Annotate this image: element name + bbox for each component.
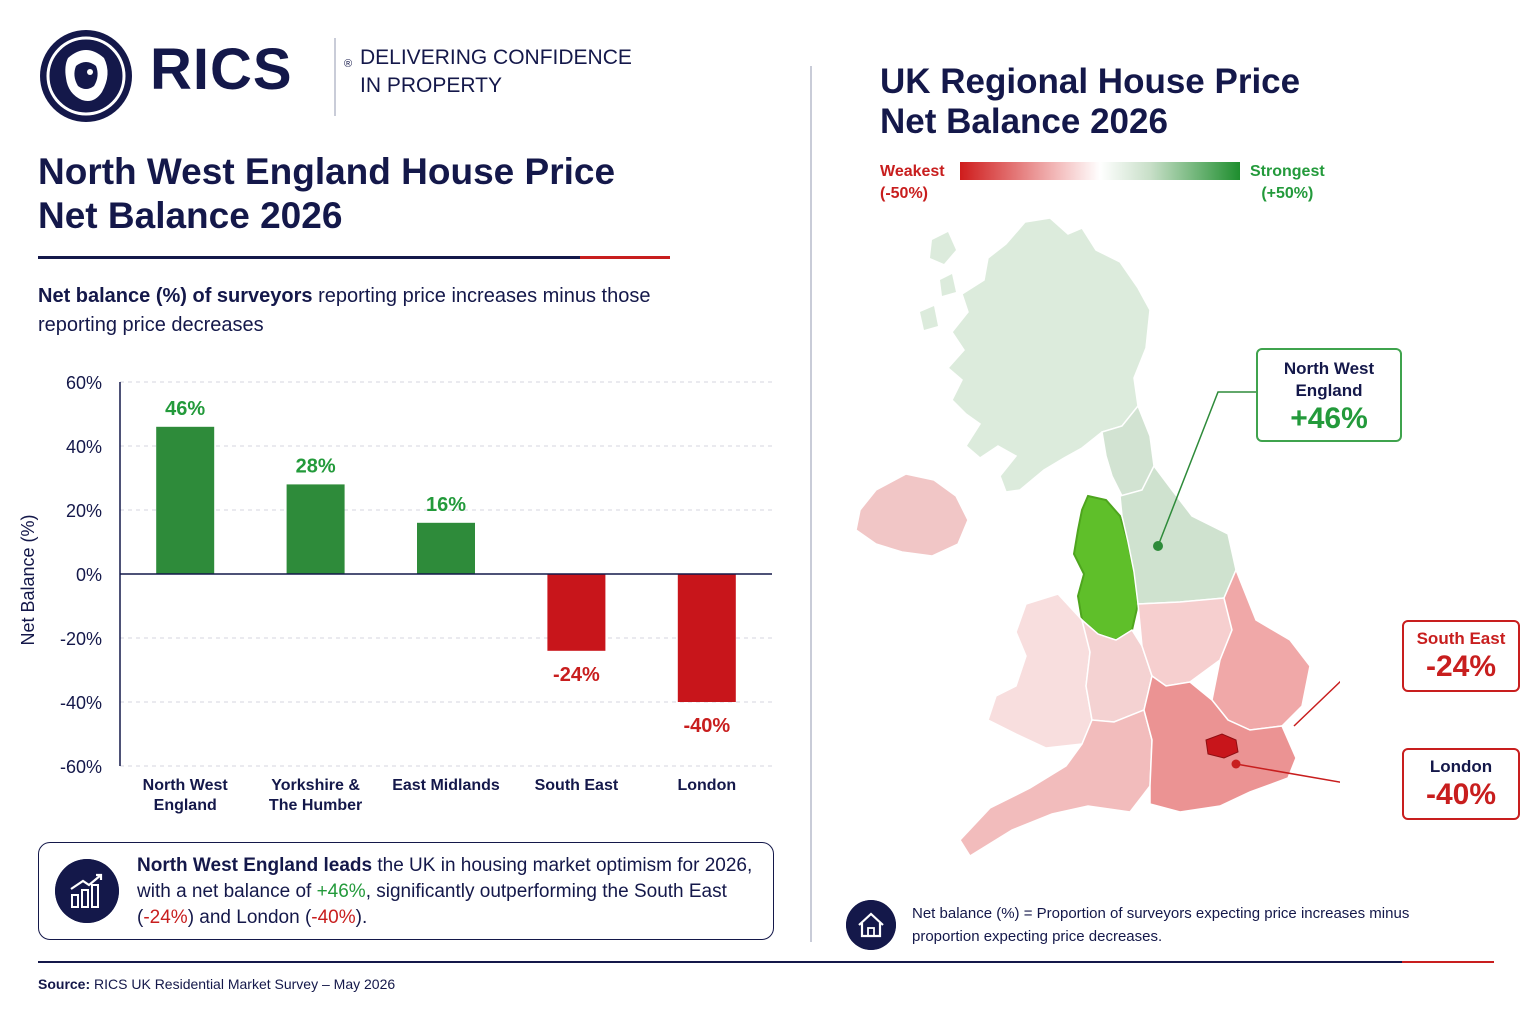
callout-value-london: -40% [311, 907, 356, 928]
callout-value-nw: +46% [316, 881, 366, 902]
nw-leader-line [1157, 391, 1256, 547]
label-london-value: -40% [1425, 778, 1497, 811]
se-leader-line [1293, 680, 1340, 727]
region-east-midlands [1137, 597, 1233, 687]
chart-title: North West England House Price Net Balan… [38, 151, 616, 236]
legend-min-text: Weakest (-50%) [880, 163, 945, 202]
source-label: Source: [38, 976, 91, 992]
label-north-west: North West England +46% [1256, 348, 1402, 442]
region-scotland [946, 217, 1151, 493]
label-north-west-name: North West England [1283, 359, 1375, 400]
legend-max-label: Strongest (+50%) [1250, 161, 1325, 205]
legend-min-label: Weakest (-50%) [880, 161, 945, 205]
y-tick-label: -60% [60, 757, 102, 777]
title-rule-navy [38, 256, 580, 259]
callout-value-se: -24% [143, 907, 188, 928]
y-tick-label: -20% [60, 629, 102, 649]
bar [286, 484, 345, 574]
callout-part4: ) and London ( [187, 907, 312, 928]
map-title: UK Regional House Price Net Balance 2026 [880, 62, 1301, 141]
callout-part3: , significantly outperforming the South … [137, 881, 727, 928]
region-east-of-england [1211, 568, 1311, 731]
tagline: DELIVERING CONFIDENCE IN PROPERTY [360, 46, 632, 97]
x-tick-label: North West [143, 777, 229, 794]
bar [677, 574, 736, 702]
label-south-east-name: South East [1416, 629, 1506, 648]
house-icon [846, 900, 896, 950]
y-tick-label: 40% [66, 437, 102, 457]
y-tick-label: 60% [66, 373, 102, 393]
bar-chart: 60% 40% 20% 0% -20% -40% -60% Net Balance (%) 46… [18, 373, 772, 814]
bar-value-label: -24% [553, 664, 600, 686]
bar-value-label: 16% [426, 494, 466, 516]
region-london [1205, 733, 1239, 759]
bar [417, 522, 475, 574]
rics-logo: RICS ® DELIVERING CONFIDENCE IN PROPERTY [38, 28, 658, 128]
bar-value-label: 46% [165, 398, 205, 420]
bar [156, 426, 215, 574]
region-northern-ireland [855, 473, 969, 557]
london-leader-line [1235, 763, 1340, 783]
legend-color-scale [960, 162, 1240, 180]
x-tick-label: Yorkshire & [271, 777, 360, 794]
x-tick-label: The Humber [269, 797, 362, 814]
uk-map [855, 217, 1340, 858]
region-scotland-islands [920, 232, 956, 330]
insight-callout: North West England leads the UK in housi… [38, 842, 774, 940]
footer-rule-navy [38, 961, 1402, 963]
chart-subtitle: Net balance (%) of surveyors reporting p… [38, 282, 678, 340]
x-tick-label: South East [535, 777, 619, 794]
y-tick-label: -40% [60, 693, 102, 713]
y-axis-label: Net Balance (%) [18, 514, 38, 645]
callout-lead: North West England leads [137, 855, 373, 876]
net-balance-definition: Net balance (%) = Proportion of surveyor… [912, 905, 1410, 945]
title-rule-red [580, 256, 670, 259]
subtitle-rest: reporting price increases minus those re… [38, 285, 651, 336]
footer-rule-red [1402, 961, 1494, 963]
x-tick-label: England [154, 797, 217, 814]
callout-part2: the UK in housing market optimism for 20… [137, 855, 753, 902]
legend-max-text: Strongest (+50%) [1250, 163, 1325, 202]
region-wales [987, 593, 1093, 749]
bar-value-label: 28% [296, 455, 336, 477]
callout-part5: ). [355, 907, 368, 928]
growth-chart-icon [55, 859, 119, 923]
label-south-east-value: -24% [1425, 650, 1497, 683]
label-london-name: London [1429, 757, 1493, 776]
subtitle-bold: Net balance (%) of surveyors [38, 285, 313, 307]
lion-emblem-icon [40, 30, 132, 122]
y-tick-label: 0% [76, 565, 102, 585]
source-note: Source: RICS UK Residential Market Surve… [38, 976, 395, 992]
bar [547, 574, 606, 651]
registered-mark: ® [344, 58, 353, 70]
bar-value-label: -40% [683, 715, 730, 737]
label-london: London -40% [1402, 748, 1520, 820]
source-text: RICS UK Residential Market Survey – May … [90, 976, 396, 992]
label-north-west-value: +46% [1290, 402, 1368, 435]
logo-text: RICS [150, 37, 293, 102]
label-south-east: South East -24% [1402, 620, 1520, 692]
x-tick-label: London [677, 777, 736, 794]
panel-divider [810, 66, 812, 942]
callout-text: North West England leads the UK in housi… [137, 853, 763, 931]
logo-divider [334, 38, 336, 116]
x-tick-label: East Midlands [392, 777, 500, 794]
y-tick-label: 20% [66, 501, 102, 521]
